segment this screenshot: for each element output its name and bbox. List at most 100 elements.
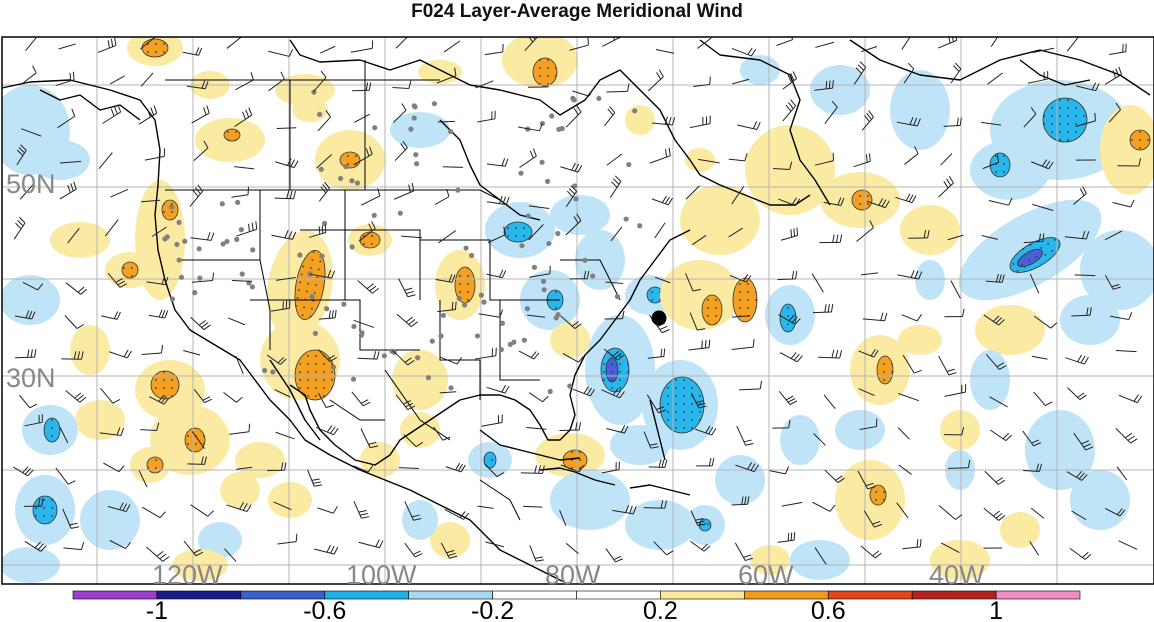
wind-barb xyxy=(901,314,922,322)
wind-barb xyxy=(394,140,408,161)
wind-barb xyxy=(1029,541,1040,556)
station-dot xyxy=(429,338,435,344)
station-dot xyxy=(525,213,531,219)
wind-barb xyxy=(13,216,26,240)
wind-barb xyxy=(189,184,204,207)
wind-barb xyxy=(19,394,38,409)
wind-barb xyxy=(317,110,332,132)
wind-barb xyxy=(857,470,876,490)
station-dot xyxy=(176,257,182,263)
lon-label-100w: 100W xyxy=(346,560,417,590)
lat-label-30n: 30N xyxy=(6,363,56,393)
wind-barb xyxy=(690,510,706,527)
station-dot xyxy=(311,89,317,95)
wind-barb xyxy=(1109,43,1127,55)
wind-barb xyxy=(1033,391,1053,407)
contour-region xyxy=(1043,98,1087,142)
wind-barb xyxy=(109,539,131,550)
contour-region xyxy=(702,295,722,325)
station-dot xyxy=(481,299,487,305)
wind-barb xyxy=(487,195,510,206)
wind-barb xyxy=(572,88,594,97)
station-dot xyxy=(448,385,454,391)
wind-barb xyxy=(350,40,374,53)
wind-barb xyxy=(360,188,381,206)
wind-barb xyxy=(1074,274,1096,277)
wind-barb xyxy=(897,427,910,440)
wind-barb xyxy=(1032,203,1054,212)
wind-barb xyxy=(103,462,125,473)
wind-barb xyxy=(267,462,287,472)
wind-barb xyxy=(983,314,1005,326)
wind-barb xyxy=(732,78,750,85)
contour-region xyxy=(740,55,780,85)
station-dot xyxy=(540,278,547,284)
wind-barb xyxy=(55,71,75,87)
wind-barb xyxy=(643,500,668,509)
contour-region xyxy=(1080,230,1154,310)
wind-barb xyxy=(148,309,169,319)
station-dot xyxy=(358,332,364,338)
wind-barb xyxy=(605,281,624,284)
wind-barb xyxy=(477,110,496,123)
wind-barb xyxy=(853,61,867,85)
station-dot xyxy=(623,216,629,222)
station-dot xyxy=(354,180,361,186)
station-dot xyxy=(462,302,468,308)
wind-barb xyxy=(442,166,464,168)
contour-region xyxy=(294,250,326,320)
wind-barb xyxy=(1115,427,1138,444)
contour-fill-layer xyxy=(2,37,1154,583)
station-dot xyxy=(547,388,553,395)
contour-region xyxy=(625,105,655,135)
station-dot xyxy=(414,161,420,167)
wind-barb xyxy=(651,195,673,206)
wind-barb xyxy=(276,276,296,281)
station-dot xyxy=(518,170,524,176)
wind-barb xyxy=(110,188,129,198)
wind-barb xyxy=(183,350,201,356)
wind-barb xyxy=(523,505,543,508)
wind-barb xyxy=(731,339,755,350)
wind-barb xyxy=(604,106,616,127)
contour-region xyxy=(122,262,138,278)
wind-barb xyxy=(780,227,799,241)
wind-barb xyxy=(141,199,161,203)
contour-region xyxy=(392,350,448,410)
contour-region xyxy=(224,129,240,141)
contour-region xyxy=(606,358,618,382)
station-dot xyxy=(235,199,241,206)
wind-barb xyxy=(528,224,544,241)
wind-barb xyxy=(140,422,160,431)
contour-region xyxy=(147,457,163,473)
contour-region xyxy=(484,452,496,468)
station-dot xyxy=(408,126,414,132)
wind-barb xyxy=(1104,66,1122,85)
wind-barb xyxy=(895,193,917,204)
contour-region xyxy=(835,460,905,540)
contour-region xyxy=(1070,470,1130,530)
wind-barb xyxy=(187,456,207,465)
wind-barb xyxy=(25,37,37,52)
station-dot xyxy=(307,271,313,277)
contour-region xyxy=(990,153,1010,177)
wind-barb xyxy=(353,146,373,166)
colorbar-swatch xyxy=(911,590,997,600)
station-dot xyxy=(440,312,447,319)
wind-barb xyxy=(898,464,912,475)
wind-barb xyxy=(59,160,82,164)
wind-barb xyxy=(944,384,967,397)
wind-barb xyxy=(1110,311,1133,321)
wind-barb xyxy=(811,273,824,293)
wind-barb xyxy=(938,504,963,520)
wind-barb xyxy=(606,83,630,93)
wind-barb xyxy=(57,108,76,129)
wind-barb xyxy=(898,393,919,402)
wind-barb xyxy=(1104,274,1121,290)
contour-region xyxy=(400,412,440,448)
wind-barb xyxy=(604,310,625,320)
wind-barb xyxy=(231,186,250,198)
wind-barb xyxy=(693,76,711,87)
wind-barb xyxy=(982,154,1000,170)
wind-barb xyxy=(229,423,251,435)
